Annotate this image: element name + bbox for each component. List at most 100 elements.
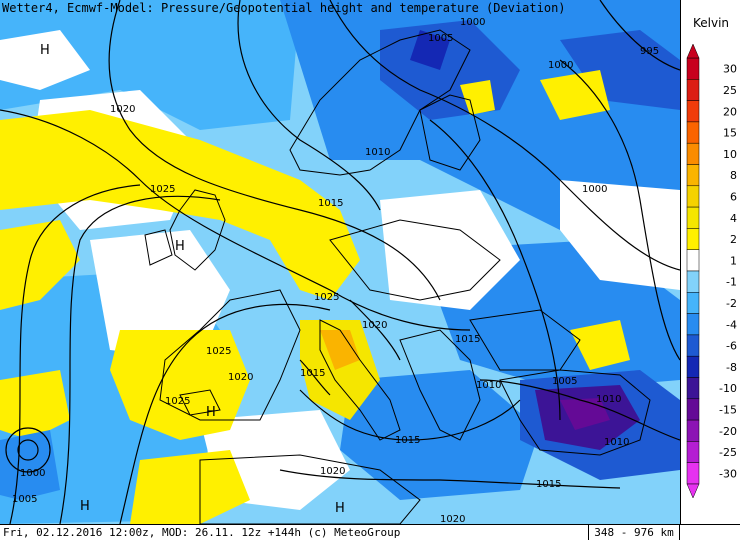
isobar-label: 1015 [318, 198, 343, 209]
legend-swatch [686, 292, 700, 314]
temp-anomaly-area [560, 30, 680, 110]
isobar-label: 1000 [20, 468, 45, 479]
legend-label: -25 [719, 446, 737, 459]
isobar-label: 1000 [548, 60, 573, 71]
legend-swatch [686, 441, 700, 463]
isobar-label: 1005 [12, 494, 37, 505]
isobar-label: 1005 [552, 376, 577, 387]
legend-swatch [686, 100, 700, 123]
isobar-label: 1025 [314, 292, 339, 303]
legend-swatch [686, 79, 700, 101]
temp-anomaly-area [0, 370, 70, 440]
map-scale: 348 - 976 km [588, 525, 680, 540]
isobar-label: 1010 [596, 394, 621, 405]
temp-anomaly-area [0, 30, 90, 90]
legend-label: 15 [723, 127, 737, 140]
legend-swatch [686, 185, 700, 208]
temp-anomaly-area [570, 320, 630, 370]
temperature-legend: Kelvin 30 25 20 15 10 8 6 4 2 1 -1 -2 -4 -6 -8 -10 -15 -2… [680, 0, 740, 524]
legend-label: 30 [723, 63, 737, 76]
isobar-label: 1010 [365, 147, 390, 158]
isobar-label: 1020 [320, 466, 345, 477]
legend-label: -4 [726, 318, 737, 331]
legend-unit: Kelvin [692, 16, 730, 30]
isobar-label: 1010 [476, 380, 501, 391]
legend-swatch [686, 121, 700, 144]
isobar-label: 1015 [395, 435, 420, 446]
isobars [0, 0, 680, 524]
isobar-label: 1025 [206, 346, 231, 357]
isobar-label: 1015 [536, 479, 561, 490]
pressure-temperature-map: 1000 1005 995 1000 1020 1010 1025 1015 1… [0, 0, 680, 524]
temp-anomaly-area [90, 230, 230, 360]
temp-anomaly-area [0, 110, 360, 300]
legend-label: 8 [730, 169, 737, 182]
footer-text: Fri, 02.12.2016 12:00z, MOD: 26.11. 12z … [3, 526, 401, 539]
isobar-label: 1020 [440, 514, 465, 524]
legend-label: -1 [726, 276, 737, 289]
legend-label: 1 [730, 254, 737, 267]
temp-anomaly-area [110, 330, 250, 440]
legend-swatch [686, 57, 700, 80]
temp-anomaly-area [460, 80, 495, 115]
isobar-label: 1000 [460, 17, 485, 28]
isobar-label: 1020 [228, 372, 253, 383]
legend-swatch [686, 142, 700, 165]
high-pressure-marker: H [335, 501, 345, 516]
temp-anomaly-area [540, 70, 610, 120]
legend-arrow-down [686, 483, 700, 499]
status-bar: Fri, 02.12.2016 12:00z, MOD: 26.11. 12z … [0, 524, 740, 541]
high-pressure-marker: H [206, 405, 216, 420]
temp-anomaly-area [0, 430, 60, 500]
legend-label: -2 [726, 297, 737, 310]
legend-swatch [686, 419, 700, 442]
legend-label: -20 [719, 425, 737, 438]
legend-label: -10 [719, 382, 737, 395]
legend-swatch [686, 164, 700, 187]
legend-scale: 30 25 20 15 10 8 6 4 2 1 -1 -2 -4 -6 -8 -10 -15 -20 -25 -30 [686, 43, 737, 499]
legend-arrow-up [686, 43, 700, 59]
isobar-label: 1000 [582, 184, 607, 195]
legend-swatch [686, 398, 700, 421]
isobar-label: 1015 [455, 334, 480, 345]
legend-swatch [686, 355, 700, 378]
temp-anomaly-area [380, 190, 520, 310]
isobar-label: 1015 [300, 368, 325, 379]
isobar-label: 1025 [150, 184, 175, 195]
legend-swatch [686, 249, 700, 272]
legend-label: -8 [726, 361, 737, 374]
map-title: Wetter4, Ecmwf-Model: Pressure/Geopotent… [2, 1, 566, 15]
isobar-label: 1005 [428, 33, 453, 44]
legend-swatch [686, 377, 700, 400]
isobar-labels: 1000 1005 995 1000 1020 1010 1025 1015 1… [12, 17, 659, 524]
legend-swatch [686, 334, 700, 357]
legend-label: -6 [726, 340, 737, 353]
temp-anomaly-area [560, 180, 680, 290]
high-pressure-marker: H [80, 499, 90, 514]
isobar-label: 1025 [165, 396, 190, 407]
legend-label: -15 [719, 403, 737, 416]
legend-swatch [686, 462, 700, 485]
coastlines [144, 29, 651, 524]
legend-label: -30 [719, 467, 737, 480]
temp-anomaly-area [130, 450, 250, 524]
legend-label: 6 [730, 190, 737, 203]
legend-swatch [686, 228, 700, 250]
pressure-centers: H H H H H [40, 43, 345, 516]
temp-anomaly-area [320, 330, 360, 370]
legend-label: 10 [723, 148, 737, 161]
legend-label: 20 [723, 105, 737, 118]
temp-anomaly-area [0, 220, 80, 310]
isobar-label: 1010 [604, 437, 629, 448]
temp-anomaly-area [410, 30, 450, 70]
legend-label: 25 [723, 84, 737, 97]
temp-anomaly-area [560, 398, 610, 430]
legend-label: 2 [730, 233, 737, 246]
legend-swatch [686, 270, 700, 293]
temp-anomaly-area [340, 370, 540, 500]
legend-label: 4 [730, 212, 737, 225]
high-pressure-marker: H [175, 239, 185, 254]
high-pressure-marker: H [40, 43, 50, 58]
isobar-label: 1020 [362, 320, 387, 331]
